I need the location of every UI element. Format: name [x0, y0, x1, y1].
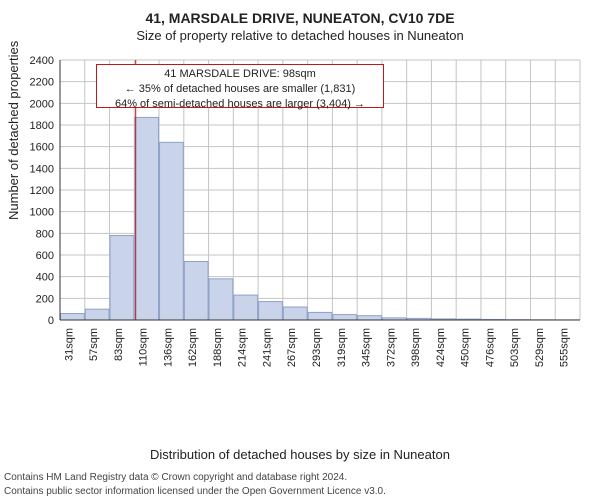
- x-tick-label: 31sqm: [63, 328, 75, 361]
- histogram-bar: [333, 315, 357, 320]
- svg-text:2400: 2400: [30, 55, 54, 67]
- svg-text:1200: 1200: [30, 185, 54, 197]
- x-tick-label: 267sqm: [286, 328, 298, 367]
- svg-text:1400: 1400: [30, 163, 54, 175]
- histogram-bar: [358, 316, 382, 320]
- x-tick-label: 136sqm: [162, 328, 174, 367]
- info-line-larger: 64% of semi-detached houses are larger (…: [101, 97, 379, 112]
- histogram-bar: [209, 279, 233, 320]
- x-tick-label: 529sqm: [534, 328, 546, 367]
- svg-text:1000: 1000: [30, 207, 54, 219]
- x-tick-label: 450sqm: [460, 328, 472, 367]
- svg-text:600: 600: [36, 250, 54, 262]
- y-axis-label: Number of detached properties: [6, 41, 21, 220]
- attribution-line-1: Contains HM Land Registry data © Crown c…: [4, 471, 386, 485]
- svg-text:2200: 2200: [30, 77, 54, 89]
- page-subtitle: Size of property relative to detached ho…: [0, 28, 600, 43]
- histogram-bar: [283, 307, 307, 320]
- x-tick-label: 345sqm: [361, 328, 373, 367]
- x-tick-label: 241sqm: [261, 328, 273, 367]
- histogram-bar: [135, 117, 159, 320]
- x-tick-label: 319sqm: [336, 328, 348, 367]
- svg-text:0: 0: [48, 315, 54, 327]
- x-tick-label: 110sqm: [138, 328, 150, 366]
- x-tick-label: 372sqm: [385, 328, 397, 367]
- x-tick-label: 503sqm: [509, 328, 521, 367]
- histogram-bar: [110, 236, 134, 321]
- svg-text:1600: 1600: [30, 142, 54, 154]
- x-tick-label: 83sqm: [113, 328, 125, 361]
- svg-text:1800: 1800: [30, 120, 54, 132]
- x-tick-label: 57sqm: [88, 328, 100, 361]
- svg-text:800: 800: [36, 228, 54, 240]
- histogram-bar: [61, 314, 85, 321]
- x-tick-label: 214sqm: [237, 328, 249, 367]
- x-tick-label: 293sqm: [311, 328, 323, 367]
- x-tick-label: 555sqm: [559, 328, 571, 367]
- info-box: 41 MARSDALE DRIVE: 98sqm ← 35% of detach…: [96, 64, 384, 108]
- x-tick-label: 424sqm: [435, 328, 447, 367]
- histogram-bar: [85, 309, 109, 320]
- svg-text:400: 400: [36, 272, 54, 284]
- svg-text:200: 200: [36, 293, 54, 305]
- page-title: 41, MARSDALE DRIVE, NUNEATON, CV10 7DE: [0, 0, 600, 26]
- attribution-text: Contains HM Land Registry data © Crown c…: [4, 471, 386, 498]
- histogram-bar: [160, 142, 184, 320]
- histogram-bar: [308, 312, 332, 320]
- attribution-line-2: Contains public sector information licen…: [4, 485, 386, 499]
- x-tick-label: 162sqm: [187, 328, 199, 367]
- x-tick-label: 476sqm: [484, 328, 496, 367]
- histogram-bar: [259, 302, 283, 320]
- x-tick-label: 188sqm: [212, 328, 224, 367]
- histogram-bar: [234, 295, 258, 320]
- info-line-smaller: ← 35% of detached houses are smaller (1,…: [101, 82, 379, 97]
- x-axis-label: Distribution of detached houses by size …: [0, 447, 600, 462]
- histogram-bar: [184, 262, 208, 321]
- x-tick-label: 398sqm: [410, 328, 422, 367]
- svg-text:2000: 2000: [30, 98, 54, 110]
- info-line-property: 41 MARSDALE DRIVE: 98sqm: [101, 67, 379, 82]
